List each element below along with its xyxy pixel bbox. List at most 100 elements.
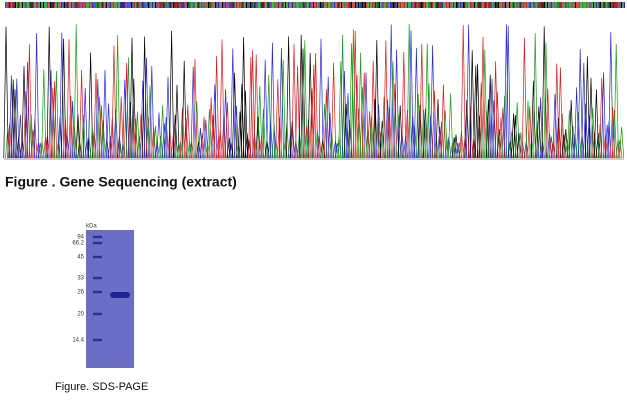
base-letter <box>180 2 182 8</box>
peak <box>428 115 434 159</box>
peak <box>118 96 124 159</box>
base-letter <box>588 2 590 8</box>
base-letter <box>122 2 124 8</box>
base-letter <box>562 2 564 8</box>
base-letter <box>619 2 621 8</box>
peak <box>262 59 268 159</box>
base-letter <box>150 2 152 8</box>
marker-label: 20 <box>77 312 84 318</box>
peak <box>592 131 598 159</box>
peak <box>453 134 459 159</box>
base-letter <box>492 2 494 8</box>
base-letter <box>75 2 77 8</box>
peak <box>381 96 387 159</box>
peak <box>88 52 94 159</box>
base-letter <box>257 2 259 8</box>
peak <box>124 62 130 159</box>
base-letter <box>223 2 225 8</box>
base-letter <box>565 2 567 8</box>
base-letter <box>383 2 385 8</box>
peak <box>61 38 67 159</box>
base-letter <box>621 2 623 8</box>
base-letter <box>30 2 32 8</box>
caption: Figure . Gene Sequencing (extract) <box>5 174 237 190</box>
peak <box>133 118 139 159</box>
base-letter <box>199 2 201 8</box>
base-letter <box>97 2 99 8</box>
base-letter <box>175 2 177 8</box>
base-letter <box>107 2 109 8</box>
base-letter <box>229 2 231 8</box>
peak <box>59 32 65 159</box>
peak <box>406 23 412 159</box>
base-letter <box>448 2 450 8</box>
peak <box>298 34 304 159</box>
base-letter <box>77 2 79 8</box>
base-letter <box>391 2 393 8</box>
peak <box>93 73 99 159</box>
base-letter <box>248 2 250 8</box>
peak <box>408 30 414 159</box>
base-letter <box>182 2 184 8</box>
peak <box>275 79 281 159</box>
base-letter <box>111 2 113 8</box>
base-letter <box>159 2 161 8</box>
base-letter <box>166 2 168 8</box>
base-letter <box>322 2 324 8</box>
base-letter <box>548 2 550 8</box>
base-letter <box>514 2 516 8</box>
peak <box>617 139 623 159</box>
peak <box>179 107 185 159</box>
base-letter <box>398 2 400 8</box>
base-letter <box>600 2 602 8</box>
peak <box>383 40 389 159</box>
peak <box>480 36 486 159</box>
base-letter <box>290 2 292 8</box>
peak <box>68 95 74 159</box>
base-letter <box>605 2 607 8</box>
base-letter <box>7 2 9 8</box>
peak <box>561 134 567 159</box>
peak <box>174 84 180 159</box>
base-letter <box>524 2 526 8</box>
peak <box>230 48 236 159</box>
base-letter <box>413 2 415 8</box>
base-letter <box>349 2 351 8</box>
base-letter <box>19 2 21 8</box>
base-letter <box>9 2 11 8</box>
base-letter <box>443 2 445 8</box>
peak <box>52 81 58 159</box>
base-letter <box>591 2 593 8</box>
base-letter <box>63 2 65 8</box>
base-letter <box>125 2 127 8</box>
base-letter <box>320 2 322 8</box>
base-letter <box>83 2 85 8</box>
peak <box>602 134 608 159</box>
peak <box>129 37 135 159</box>
peak <box>503 24 509 159</box>
base-letter <box>402 2 404 8</box>
base-letter <box>283 2 285 8</box>
base-letter <box>266 2 268 8</box>
peak <box>431 90 437 159</box>
base-letter <box>359 2 361 8</box>
peak <box>239 84 245 159</box>
peak <box>449 142 455 159</box>
peak <box>302 40 308 159</box>
base-letter <box>296 2 298 8</box>
base-letter <box>108 2 110 8</box>
base-letter <box>404 2 406 8</box>
base-letter <box>285 2 287 8</box>
base-letter <box>301 2 303 8</box>
base-letter <box>581 2 583 8</box>
base-letter <box>118 2 120 8</box>
peak <box>577 49 583 159</box>
base-letter <box>48 2 50 8</box>
peak <box>34 33 40 159</box>
peak <box>212 84 218 159</box>
base-letter <box>493 2 495 8</box>
base-letter <box>422 2 424 8</box>
base-letter <box>411 2 413 8</box>
marker-band <box>93 290 102 294</box>
